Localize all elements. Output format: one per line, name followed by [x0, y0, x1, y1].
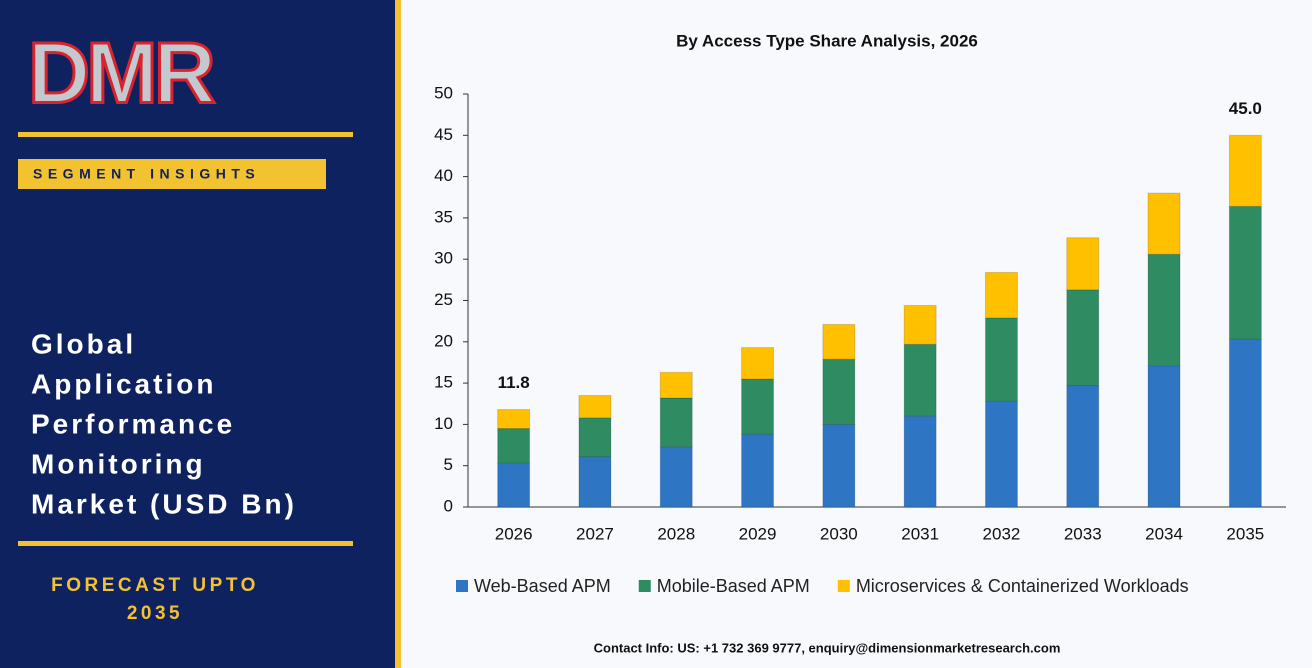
chart-title: By Access Type Share Analysis, 2026 [676, 31, 978, 50]
bar-segment [741, 378, 775, 435]
total-label: 11.8 [498, 373, 530, 392]
x-tick-label: 2033 [1064, 524, 1102, 543]
forecast-line: FORECAST UPTO [51, 575, 259, 596]
bar-segment [578, 394, 612, 419]
y-tick-label: 30 [434, 249, 453, 268]
bar-segment [741, 347, 775, 380]
bar-segment [1066, 237, 1100, 291]
title-line: Monitoring [31, 448, 206, 479]
badge: SEGMENT INSIGHTS [33, 166, 260, 182]
title-line: Application [31, 368, 216, 399]
legend-label: Microservices & Containerized Workloads [856, 576, 1189, 596]
bar-segment [984, 271, 1018, 319]
y-tick-label: 0 [444, 496, 453, 515]
bar-segment [497, 409, 531, 430]
bar-segment [1066, 385, 1100, 508]
legend-swatch [456, 580, 468, 592]
y-tick-label: 5 [444, 455, 453, 474]
bar-segment [984, 400, 1018, 508]
bar-segment [822, 358, 856, 425]
bar-segment [903, 415, 937, 508]
bar-segment [1228, 338, 1262, 508]
legend-swatch [638, 580, 651, 592]
footer: Contact Info: US: +1 732 369 9777, enqui… [594, 640, 1061, 655]
y-tick-label: 20 [434, 331, 453, 350]
forecast-line: 2035 [127, 603, 183, 624]
bar-segment [822, 423, 856, 508]
divider [18, 132, 353, 137]
logo: DMR [28, 26, 215, 122]
bar-segment [1228, 134, 1262, 207]
bar-segment [497, 462, 531, 508]
divider [18, 541, 353, 546]
legend-label: Mobile-Based APM [657, 576, 810, 596]
title: Global Application Performance Monitoring Ma… [31, 328, 297, 519]
bar-segment [903, 343, 937, 417]
title-line: Performance [31, 408, 235, 439]
y-tick-label: 40 [434, 166, 453, 185]
badge-box [18, 159, 326, 189]
y-tick-label: 45 [434, 125, 453, 144]
bar-segment [1228, 205, 1262, 340]
x-tick-label: 2031 [901, 524, 939, 543]
x-tick-label: 2035 [1226, 524, 1264, 543]
bar-segment [659, 371, 693, 399]
sidebar-stripe [395, 0, 401, 668]
legend-label: Web-Based APM [474, 576, 611, 596]
bar-segment [659, 446, 693, 508]
title-line: Market (USD Bn) [31, 488, 297, 519]
x-tick-label: 2034 [1145, 524, 1183, 543]
bar-segment [1147, 192, 1181, 255]
x-tick-label: 2028 [657, 524, 695, 543]
x-tick-label: 2026 [495, 524, 533, 543]
bar-segment [984, 317, 1018, 402]
y-tick-label: 35 [434, 207, 453, 226]
bar-segment [578, 417, 612, 458]
forecast: FORECAST UPTO 2035 [51, 575, 259, 624]
bar-segment [578, 456, 612, 508]
bar-segment [659, 397, 693, 448]
bar-segment [1066, 289, 1100, 387]
bar-segment [1147, 365, 1181, 508]
x-tick-label: 2029 [739, 524, 777, 543]
sidebar [0, 0, 395, 668]
y-tick-label: 50 [434, 83, 453, 102]
bar-segment [903, 304, 937, 345]
bar-segment [1147, 253, 1181, 367]
y-tick-label: 25 [434, 290, 453, 309]
x-tick-label: 2030 [820, 524, 858, 543]
bar-segment [497, 428, 531, 464]
y-tick-label: 10 [434, 414, 453, 433]
legend-swatch [837, 580, 850, 592]
y-tick-label: 15 [434, 373, 453, 392]
bar-segment [822, 323, 856, 360]
x-tick-label: 2027 [576, 524, 614, 543]
title-line: Global [31, 328, 136, 359]
x-tick-label: 2032 [983, 524, 1021, 543]
total-label: 45.0 [1229, 99, 1262, 118]
bar-segment [741, 433, 775, 508]
